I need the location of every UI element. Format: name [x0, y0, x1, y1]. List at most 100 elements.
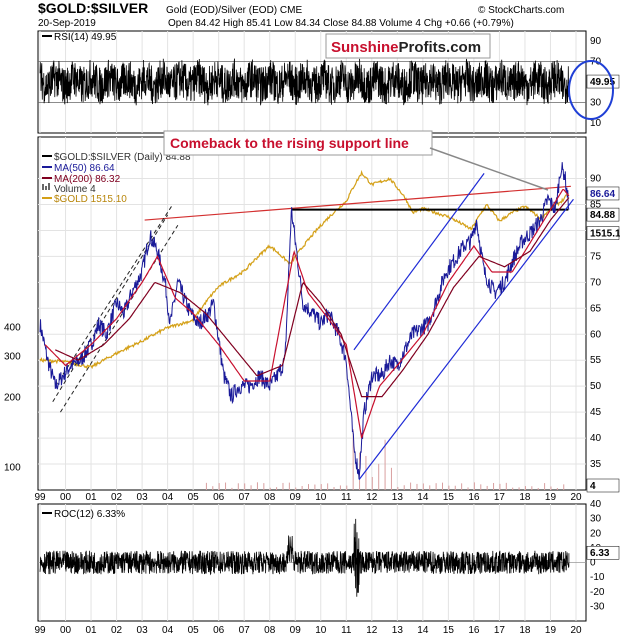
rsi-y-tick-label: 10 [590, 118, 602, 129]
volume-bar [531, 486, 533, 490]
gold-value-badge-bg [586, 226, 620, 240]
rsi-highlight-circle [568, 60, 614, 120]
symbol-description: Gold (EOD)/Silver (EOD) CME [166, 5, 302, 16]
roc-x-tick-label: 01 [85, 625, 97, 636]
price-x-tick-label: 04 [162, 492, 174, 503]
legend-volume: Volume 4 [54, 184, 96, 195]
roc-x-tick-label: 05 [188, 625, 200, 636]
price-x-tick-label: 02 [111, 492, 123, 503]
gold-price-line [39, 169, 569, 370]
roc-x-tick-label: 06 [213, 625, 225, 636]
price-x-tick-label: 15 [443, 492, 455, 503]
price-x-tick-label: 01 [85, 492, 97, 503]
rsi-value-badge: 49.95 [590, 77, 615, 88]
volume-bar [563, 484, 565, 490]
volume-bar [499, 483, 501, 490]
price-y-tick-label: 90 [590, 174, 602, 185]
volume-bar [288, 482, 290, 490]
legend-gold: $GOLD 1515.10 [54, 194, 127, 205]
volume-bar [384, 439, 386, 490]
roc-value-badge: 6.33 [590, 548, 610, 559]
price-x-tick-label: 10 [315, 492, 327, 503]
ma50-value-badge-bg [586, 186, 620, 201]
roc-x-tick-label: 14 [417, 625, 429, 636]
price-x-tick-label: 11 [341, 492, 352, 503]
price-x-tick-label: 00 [60, 492, 72, 503]
volume-bar [282, 482, 284, 490]
roc-title: ROC(12) 6.33% [42, 509, 125, 520]
volume-bar [269, 487, 271, 490]
price-x-tick-label: 14 [417, 492, 429, 503]
volume-bar [486, 485, 488, 490]
volume-bar [493, 482, 495, 490]
annotation-text: Comeback to the rising support line [170, 135, 409, 151]
price-x-tick-label: 13 [392, 492, 404, 503]
price-y-tick-label: 35 [590, 459, 602, 470]
volume-bar [416, 483, 418, 490]
volume-bar [467, 487, 469, 490]
roc-x-tick-label: 11 [341, 625, 352, 636]
volume-bar [442, 482, 443, 490]
roc-x-tick-label: 07 [239, 625, 251, 636]
sunshine-profits-watermark: SunshineProfits.com [325, 33, 491, 59]
early-dashed-channel-line [54, 204, 174, 387]
symbol-title: $GOLD:$SILVER [38, 0, 148, 16]
price-x-tick-label: 05 [188, 492, 200, 503]
roc-x-tick-label: 18 [519, 625, 531, 636]
price-y-tick-label: 40 [590, 433, 602, 444]
volume-bar [352, 429, 354, 490]
volume-bar [435, 483, 437, 490]
volume-value-badge: 4 [590, 481, 596, 492]
price-legend: $GOLD:$SILVER (Daily) 84.88 MA(50) 86.64… [42, 152, 191, 205]
roc-x-tick-label: 04 [162, 625, 174, 636]
legend-ma50: MA(50) 86.64 [54, 163, 115, 174]
volume-bar [556, 487, 558, 490]
roc-y-tick-label: 30 [590, 514, 602, 525]
roc-x-tick-label: 99 [34, 625, 46, 636]
price-x-tick-label: 16 [468, 492, 480, 503]
roc-y-tick-label: -30 [590, 601, 605, 612]
volume-bar [461, 483, 463, 490]
roc-x-tick-label: 02 [111, 625, 123, 636]
price-y-tick-label: 45 [590, 407, 602, 418]
roc-x-tick-label: 03 [137, 625, 149, 636]
volume-bar [276, 487, 278, 490]
price-x-tick-label: 20 [570, 492, 582, 503]
volume-bar [301, 486, 303, 490]
roc-x-tick-label: 10 [315, 625, 327, 636]
roc-x-tick-label: 13 [392, 625, 404, 636]
volume-bar [371, 476, 373, 490]
roc-x-tick-label: 19 [545, 625, 557, 636]
price-x-tick-label: 08 [264, 492, 276, 503]
volume-bar [537, 487, 539, 490]
roc-y-tick-label: 0 [590, 558, 596, 569]
roc-value-badge-bg [586, 545, 620, 560]
price-x-tick-label: 19 [545, 492, 557, 503]
svg-text:SunshineProfits.com: SunshineProfits.com [331, 39, 481, 56]
price-x-tick-label: 99 [34, 492, 46, 503]
volume-bar [237, 483, 239, 490]
price-x-tick-label: 03 [137, 492, 149, 503]
price-y-tick-label: 70 [590, 277, 602, 288]
roc-y-tick-label: 40 [590, 499, 602, 510]
trend-line-4 [353, 172, 485, 351]
volume-bar [327, 483, 329, 490]
roc-x-tick-label: 20 [570, 625, 582, 636]
price-value-badge-bg [586, 207, 620, 222]
volume-bar [473, 482, 475, 490]
ohlc-stats: Open 84.42 High 85.41 Low 84.34 Close 84… [168, 18, 514, 29]
comeback-annotation: Comeback to the rising support line [163, 130, 549, 191]
volume-value-badge-bg [586, 478, 620, 493]
gold-y-tick-label: 400 [4, 323, 21, 334]
volume-bar [518, 487, 520, 490]
volume-bar [308, 484, 309, 490]
roc-x-tick-label: 08 [264, 625, 276, 636]
gold-y-tick-label: 200 [4, 393, 21, 404]
rsi-line [39, 58, 570, 106]
price-x-tick-label: 18 [519, 492, 531, 503]
ma50-value-badge: 86.64 [590, 189, 615, 200]
ratio-price-line [39, 162, 570, 480]
volume-bar [250, 485, 252, 490]
watermark-part2: Profits.com [399, 39, 482, 56]
volume-bar [550, 486, 552, 490]
